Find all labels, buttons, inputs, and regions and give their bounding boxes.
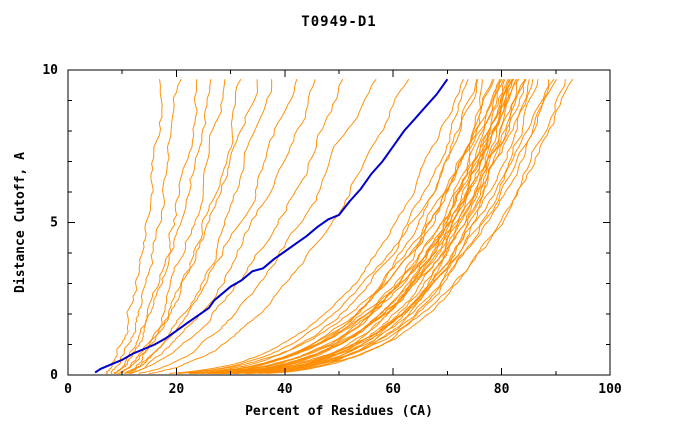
other-model-curve xyxy=(124,78,242,374)
highlighted-model-curve xyxy=(94,78,449,374)
tick-marks xyxy=(67,69,611,376)
other-model-curve xyxy=(119,79,226,374)
other-model-curve xyxy=(168,78,464,374)
other-model-curve xyxy=(245,79,539,374)
y-tick-label: 10 xyxy=(42,63,58,78)
other-model-curve xyxy=(191,78,513,374)
other-model-curve xyxy=(148,78,410,374)
model-curves xyxy=(94,78,574,374)
other-model-curve xyxy=(117,79,259,374)
other-model-curve xyxy=(246,79,513,374)
x-tick-label: 100 xyxy=(598,382,622,397)
other-model-curve xyxy=(200,79,530,374)
other-model-curve xyxy=(177,79,479,374)
other-model-curve xyxy=(201,79,478,374)
other-model-curve xyxy=(113,79,212,374)
y-tick-label: 5 xyxy=(50,216,58,231)
other-model-curve xyxy=(215,78,555,374)
other-model-curve xyxy=(124,79,273,374)
other-model-curve xyxy=(105,79,163,374)
x-tick-label: 60 xyxy=(385,382,401,397)
other-model-curve xyxy=(220,79,500,374)
tick-labels: 0 20 40 60 80 100 0 5 10 xyxy=(42,63,622,397)
x-tick-label: 80 xyxy=(494,382,510,397)
other-model-curve xyxy=(189,79,469,374)
other-model-curve xyxy=(234,78,574,374)
other-model-curve xyxy=(207,78,509,374)
x-axis-label: Percent of Residues (CA) xyxy=(245,404,433,419)
other-model-curve xyxy=(129,79,316,374)
other-model-curve xyxy=(212,78,520,374)
other-model-curve xyxy=(229,78,557,374)
other-model-curve xyxy=(124,79,298,374)
other-model-curve xyxy=(112,79,198,374)
other-model-curve xyxy=(247,79,566,374)
other-model-curve xyxy=(178,79,505,374)
other-model-curve xyxy=(188,78,526,374)
other-model-curve xyxy=(110,78,182,374)
other-model-curve xyxy=(138,78,377,374)
x-tick-label: 40 xyxy=(277,382,293,397)
y-tick-label: 0 xyxy=(50,368,58,383)
x-tick-label: 0 xyxy=(64,382,72,397)
other-model-curve xyxy=(266,79,518,374)
other-model-curve xyxy=(222,79,550,374)
x-tick-label: 20 xyxy=(169,382,185,397)
other-model-curve xyxy=(128,78,344,374)
chart-title: T0949-D1 xyxy=(301,14,377,30)
